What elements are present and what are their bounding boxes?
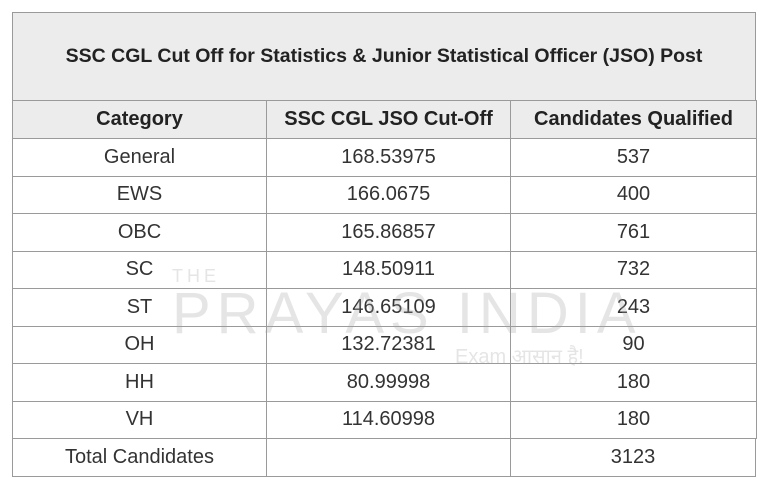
table-cell: 180 xyxy=(510,400,757,439)
table-cell: 243 xyxy=(510,288,757,327)
table-cell: 148.50911 xyxy=(266,250,511,289)
table-cell: 165.86857 xyxy=(266,213,511,252)
table-cell: OBC xyxy=(12,213,267,252)
table-cell: 90 xyxy=(510,325,757,364)
total-empty xyxy=(266,438,511,477)
table-title: SSC CGL Cut Off for Statistics & Junior … xyxy=(12,12,756,101)
table-cell: EWS xyxy=(12,175,267,214)
total-label: Total Candidates xyxy=(12,438,267,477)
table-cell: ST xyxy=(12,288,267,327)
table-cell: 166.0675 xyxy=(266,175,511,214)
table-cell: 180 xyxy=(510,363,757,402)
table-cell: 146.65109 xyxy=(266,288,511,327)
total-value: 3123 xyxy=(510,438,756,477)
table-cell: OH xyxy=(12,325,267,364)
table-cell: 80.99998 xyxy=(266,363,511,402)
table-cell: General xyxy=(12,138,267,177)
table-cell: 400 xyxy=(510,175,757,214)
table-cell: 168.53975 xyxy=(266,138,511,177)
table-cell: 761 xyxy=(510,213,757,252)
table-cell: 732 xyxy=(510,250,757,289)
table-cell: 537 xyxy=(510,138,757,177)
column-header: Category xyxy=(12,100,267,139)
column-header: SSC CGL JSO Cut-Off xyxy=(266,100,511,139)
table-cell: VH xyxy=(12,400,267,439)
table-cell: HH xyxy=(12,363,267,402)
table-cell: SC xyxy=(12,250,267,289)
table-cell: 114.60998 xyxy=(266,400,511,439)
table-cell: 132.72381 xyxy=(266,325,511,364)
column-header: Candidates Qualified xyxy=(510,100,757,139)
